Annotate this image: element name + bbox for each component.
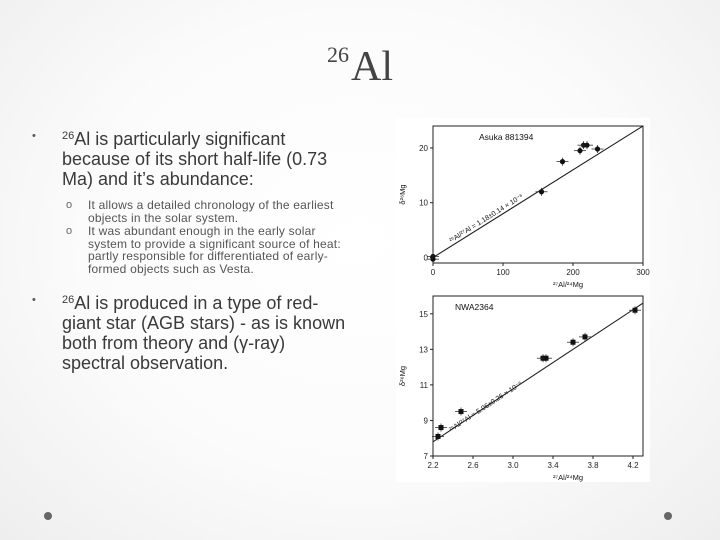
y-axis-label: δ²⁶Mg: [398, 184, 407, 204]
bullet-2-text: Al is produced in a type of red-giant st…: [62, 292, 346, 373]
y-tick-label: 0: [424, 254, 429, 263]
x-tick-label: 200: [566, 268, 580, 277]
data-point: [430, 256, 436, 262]
plot-2: 2.2 2.6 3.0 3.4 3.8 4.2 7 9 11 13 15 NWA2364 ²⁶Al/²⁷…: [398, 295, 644, 482]
y-tick-label: 10: [419, 199, 428, 208]
x-tick-label: 2.6: [467, 461, 479, 470]
plot-frame: [432, 125, 644, 264]
bullet-list: • 26Al is particularly significant becau…: [28, 126, 348, 373]
data-point: [538, 189, 545, 195]
bullet-marker: •: [32, 293, 36, 306]
data-point: [570, 339, 576, 345]
data-point: [543, 355, 549, 361]
data-point: [577, 148, 583, 154]
corner-dot-left: [44, 512, 52, 520]
x-tick-label: 4.2: [627, 461, 639, 470]
sub-bullet-1: o It allows a detailed chronology of the…: [62, 199, 348, 224]
y-tick-label: 7: [424, 452, 429, 461]
plot-title: NWA2364: [455, 302, 494, 312]
x-tick-label: 3.0: [507, 461, 519, 470]
x-axis-label: ²⁷Al/²⁴Mg: [553, 473, 583, 482]
plot-1: 0 100 200 300 0 10 20 Asuka 881394 ²⁶Al/²⁷Al = 1…: [398, 125, 650, 289]
x-tick-label: 3.4: [547, 461, 559, 470]
x-axis-label: ²⁷Al/²⁴Mg: [553, 280, 583, 289]
slide-title: 26Al: [0, 42, 720, 91]
y-tick-label: 13: [419, 345, 428, 354]
data-point: [458, 409, 464, 415]
y-axis-label: δ²⁶Mg: [398, 366, 407, 386]
bullet-1: • 26Al is particularly significant becau…: [28, 126, 348, 189]
bullet-2-superscript: 26: [62, 293, 75, 306]
data-point: [584, 142, 590, 148]
title-main: Al: [351, 44, 393, 90]
data-point: [435, 433, 441, 439]
data-point: [582, 334, 588, 340]
bullet-1-superscript: 26: [62, 130, 75, 142]
sub-bullet-marker: o: [66, 199, 73, 211]
x-tick-label: 3.8: [587, 461, 599, 470]
sub-bullet-2: o It was abundant enough in the early so…: [62, 225, 348, 275]
x-tick-label: 300: [636, 268, 650, 277]
fit-label: ²⁶Al/²⁷Al = 5.06±0.26 × 10⁻⁶: [448, 380, 524, 433]
plot-title: Asuka 881394: [479, 132, 534, 142]
y-tick-label: 15: [419, 310, 428, 319]
data-point: [559, 159, 566, 165]
y-tick-label: 11: [420, 381, 429, 390]
y-tick-label: 20: [419, 144, 428, 153]
fit-label: ²⁶Al/²⁷Al = 1.18±0.14 × 10⁻⁶: [448, 193, 525, 245]
bullet-1-text: Al is particularly significant because o…: [62, 129, 328, 189]
bullet-2: • 26Al is produced in a type of red-gian…: [28, 290, 348, 373]
data-point: [594, 146, 601, 152]
data-point: [632, 307, 638, 313]
x-tick-label: 0: [431, 268, 436, 277]
corner-dot-right: [664, 512, 672, 520]
isochron-figure: 0 100 200 300 0 10 20 Asuka 881394 ²⁶Al/²⁷Al = 1…: [396, 118, 650, 482]
x-tick-label: 2.2: [427, 461, 439, 470]
bullet-marker: •: [32, 130, 36, 142]
fit-line: [432, 302, 644, 443]
title-superscript: 26: [327, 42, 349, 67]
plot-frame: [432, 295, 644, 457]
y-tick-label: 9: [424, 416, 429, 425]
sub-bullet-list: o It allows a detailed chronology of the…: [62, 199, 348, 276]
sub-bullet-2-text: It was abundant enough in the early sola…: [88, 224, 341, 276]
sub-bullet-marker: o: [66, 225, 73, 238]
sub-bullet-1-text: It allows a detailed chronology of the e…: [88, 198, 334, 225]
data-point: [438, 425, 444, 431]
isochron-plots: 0 100 200 300 0 10 20 Asuka 881394 ²⁶Al/²⁷Al = 1…: [398, 125, 650, 482]
x-tick-label: 100: [496, 268, 510, 277]
